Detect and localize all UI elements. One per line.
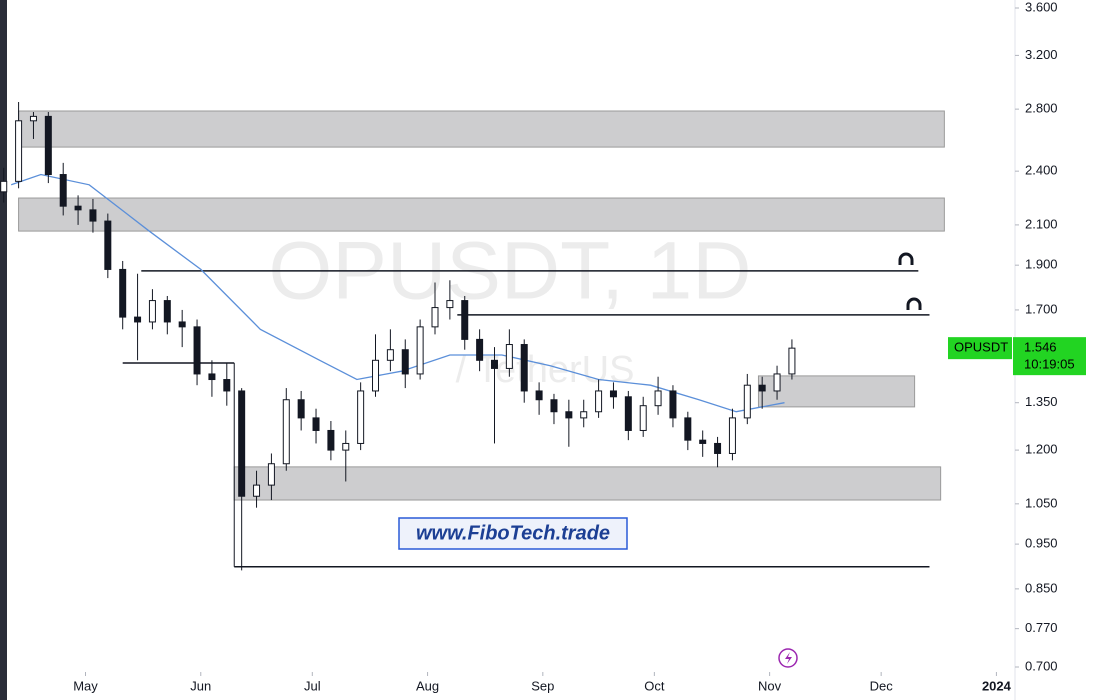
candle-body [327,429,335,451]
candle-body [59,174,67,207]
candle-body [505,344,513,369]
y-tick-label: 3.600 [1025,0,1058,14]
candle-body [595,390,603,413]
candle-body [0,180,8,193]
zone [18,110,945,148]
price-box [1013,337,1086,376]
y-tick-label: 1.050 [1025,495,1058,510]
y-tick-label: 1.200 [1025,442,1058,457]
candle-body [669,390,677,419]
candle-body [297,399,305,419]
x-tick-label: Oct [644,678,665,693]
candle-body [535,390,543,401]
candle-body [520,344,528,392]
candle-body [148,300,156,323]
candle-body [461,300,469,340]
candle-body [74,205,82,211]
candle-body [386,349,394,361]
x-tick-label: Jun [190,678,211,693]
candle-body [253,484,261,497]
candle-body [624,396,632,431]
candle-body [580,411,588,419]
candle-body [684,417,692,441]
candle-body [550,399,558,413]
candle-body [89,209,97,222]
website-box [398,517,628,550]
x-tick-label: May [73,678,98,693]
y-tick-label: 1.700 [1025,301,1058,316]
candle-body [223,379,231,392]
candle-body [15,120,23,182]
symbol-label: OPUSDT [954,340,1008,355]
candle-body [699,439,707,444]
candle-body [238,390,246,497]
candle-body [565,411,573,419]
moving-average [10,173,785,413]
candle-body [357,390,365,444]
candle-body [134,316,142,323]
x-tick-label: Dec [870,678,894,693]
candle-body [773,373,781,392]
candle-body [743,384,751,419]
candle-body [401,349,409,375]
candle-body [104,220,112,270]
candle-body [282,399,290,465]
website-text: www.FiboTech.trade [416,522,610,544]
candle-body [431,307,439,328]
y-tick-label: 0.770 [1025,620,1058,635]
y-tick-label: 0.700 [1025,658,1058,673]
candle-body [193,326,201,375]
y-tick-label: 2.100 [1025,216,1058,231]
y-tick-label: 0.850 [1025,580,1058,595]
last-price: 1.546 [1024,340,1057,355]
y-tick-label: 2.400 [1025,163,1058,178]
watermark-subtitle: / TetherUS [456,349,635,391]
candle-body [208,373,216,381]
lightning-bolt [785,652,792,664]
y-tick-label: 2.800 [1025,101,1058,116]
candle-body [714,442,722,454]
candle-body [372,359,380,392]
lightning-icon [778,648,798,668]
magnet-icon [898,252,922,310]
left-edge [0,0,7,700]
y-tick-label: 3.200 [1025,47,1058,62]
candle-body [342,442,350,451]
symbol-box [948,337,1012,360]
candle-body [178,321,186,328]
candle-body [758,384,766,392]
candle-body [44,115,52,176]
y-tick-label: 0.950 [1025,536,1058,551]
candle-body [476,338,484,361]
y-tick-label: 1.350 [1025,394,1058,409]
candle-body [312,417,320,431]
candle-body [446,300,454,309]
candle-body [163,300,171,323]
x-tick-label: Aug [416,678,439,693]
candle-body [639,405,647,431]
countdown: 10:19:05 [1024,357,1075,372]
x-tick-label: 2024 [982,678,1012,693]
candle-body [267,463,275,486]
candle-body [416,326,424,375]
zone [233,466,942,501]
candle-body [490,359,498,369]
zone [757,375,916,408]
candle-body [119,268,127,318]
candle-body [788,347,796,375]
candle-body [609,390,617,398]
candle-body [29,115,37,122]
x-tick-label: Sep [531,678,554,693]
zone [18,197,945,232]
candle-body [728,417,736,454]
y-tick-label: 1.900 [1025,257,1058,272]
candle-body [654,390,662,407]
x-tick-label: Nov [758,678,782,693]
x-tick-label: Jul [304,678,321,693]
